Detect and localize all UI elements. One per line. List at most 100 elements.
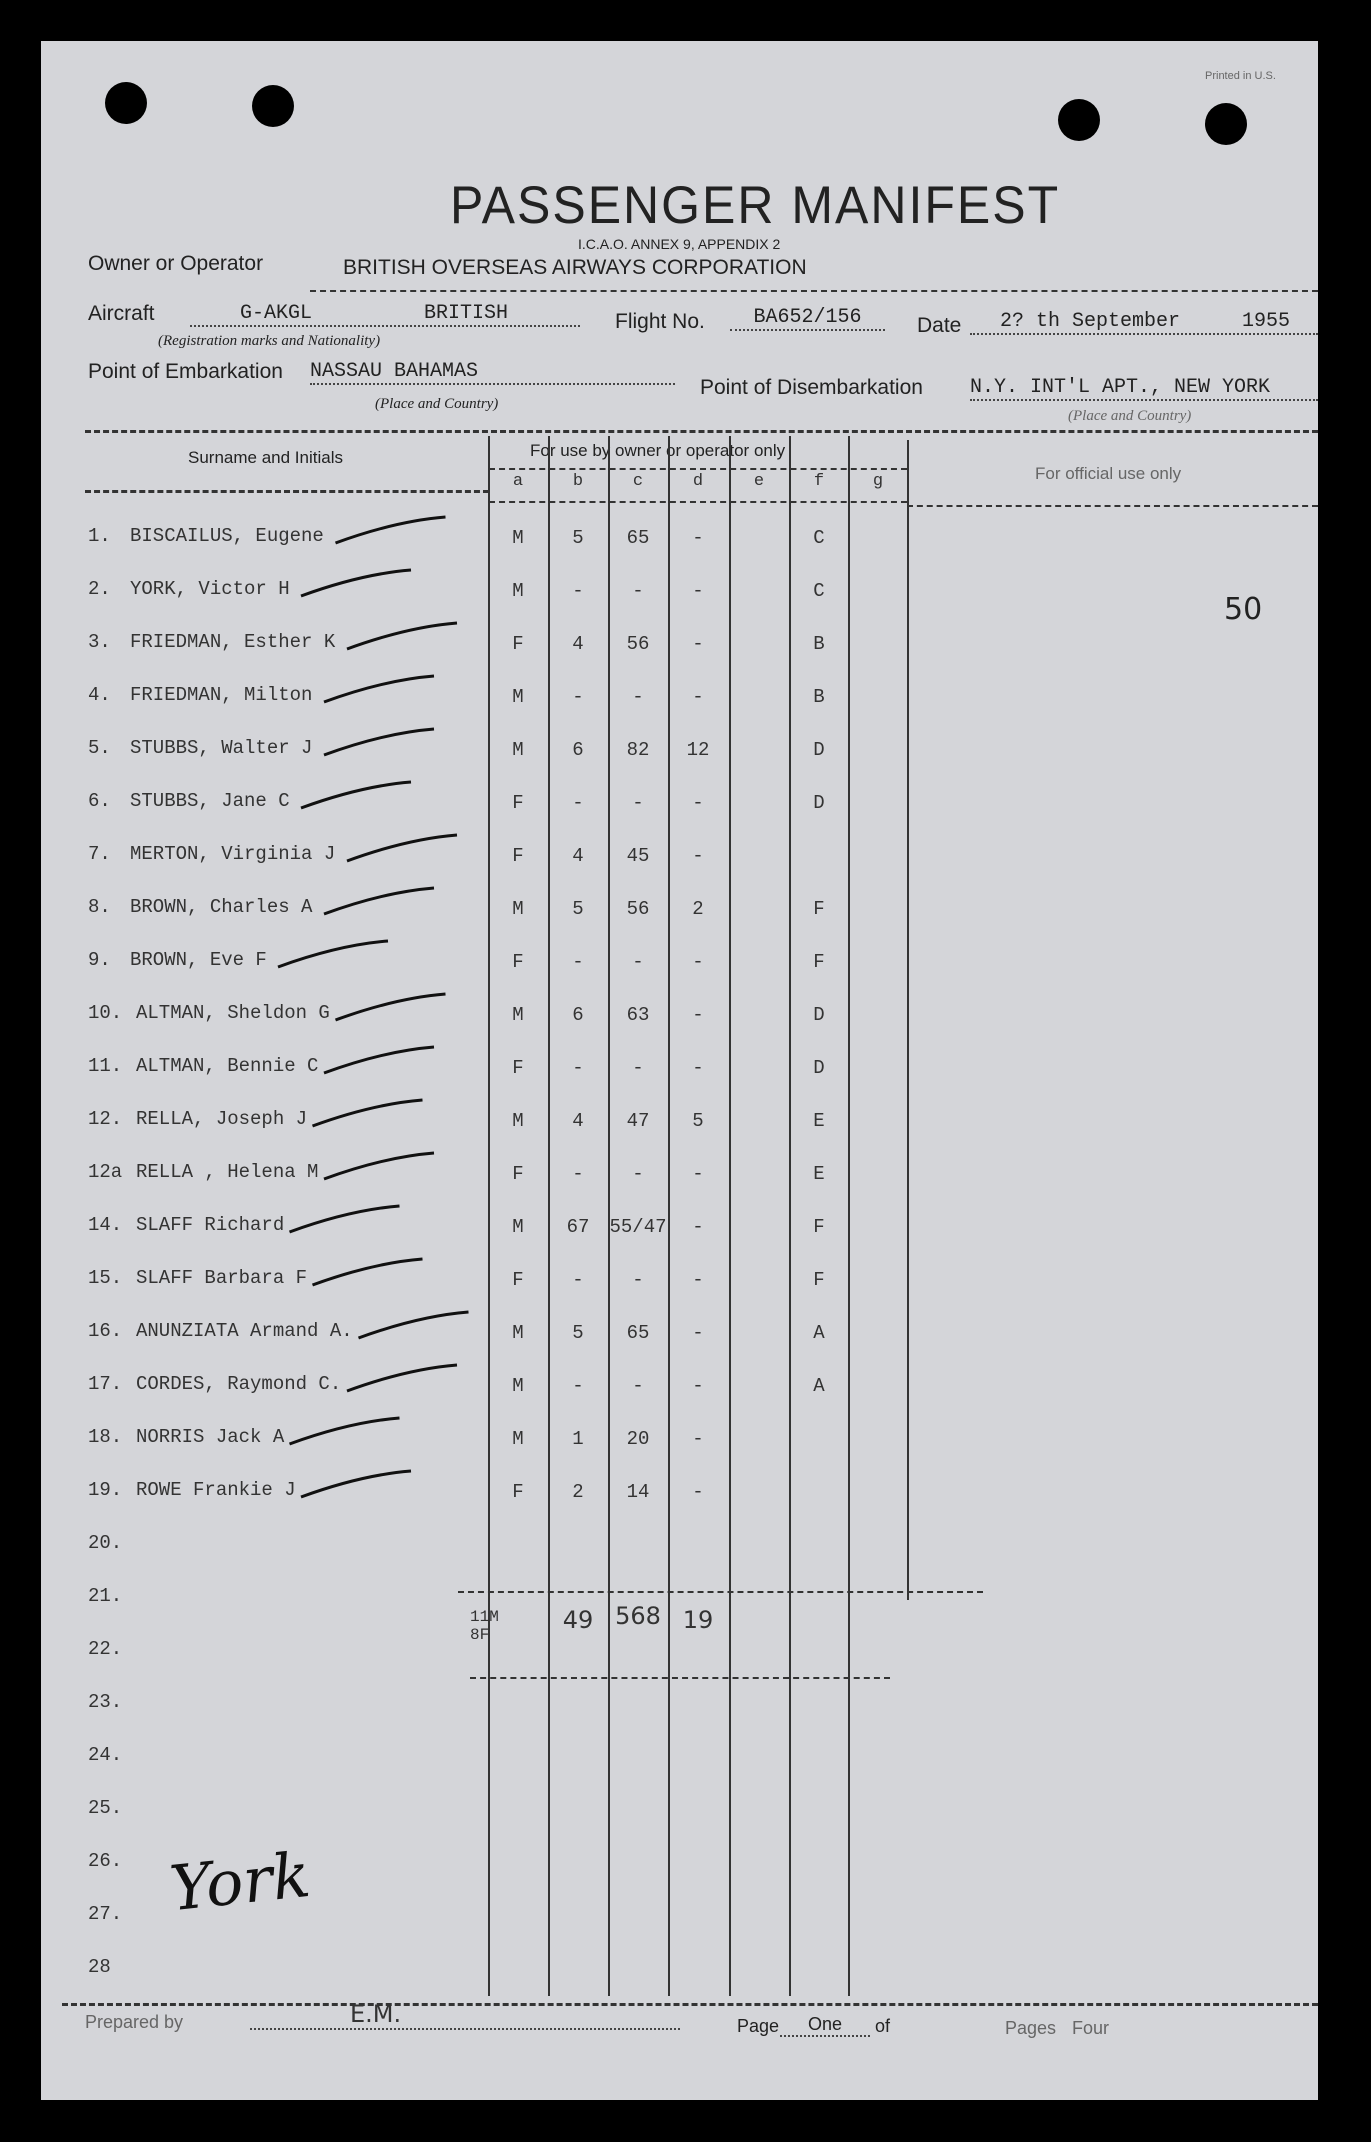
passenger-name: STUBBS, Walter J [130,737,313,759]
cell-d: - [692,951,704,973]
row-number: 10. [88,1002,123,1024]
column-header-a: a [512,472,524,491]
cell-d: - [692,1428,704,1450]
row-number: 19. [88,1479,123,1501]
row-number: 8. [88,896,111,918]
page-title: PASSENGER MANIFEST [450,175,1061,235]
column-rule [729,436,731,1996]
divider [85,490,489,493]
cell-a: F [512,792,524,814]
cell-b: 6 [572,739,584,761]
cell-c: - [632,580,644,602]
cell-c: 47 [626,1110,650,1132]
row-number: 12a [88,1161,123,1183]
cell-a: M [512,527,524,549]
cell-f: D [813,1057,825,1079]
name-column-header: Surname and Initials [188,448,343,467]
divider [907,505,1318,507]
pages-label: Pages [1005,2018,1057,2038]
row-number: 16. [88,1320,123,1342]
cell-f: F [813,1269,825,1291]
punch-hole [105,82,147,124]
punch-hole [252,85,294,127]
column-rule [548,436,550,1996]
row-number: 18. [88,1426,123,1448]
punch-hole [1058,99,1100,141]
row-number: 21. [88,1585,123,1607]
total-male: 11M [470,1608,499,1626]
passenger-name: YORK, Victor H [130,578,290,600]
row-number: 28 [88,1956,111,1978]
cell-c: 56 [626,898,650,920]
punch-hole [1205,103,1247,145]
column-header-b: b [572,472,584,491]
cell-b: 5 [572,1322,584,1344]
cell-d: - [692,845,704,867]
cell-b: - [572,580,584,602]
disembarkation-value: N.Y. INT'L APT., NEW YORK [970,376,1318,401]
cell-b: - [572,686,584,708]
passenger-name: MERTON, Virginia J [130,843,336,865]
cell-c: - [632,1375,644,1397]
cell-a: M [512,1110,524,1132]
row-number: 6. [88,790,111,812]
cell-b: - [572,1269,584,1291]
cell-b: - [572,1163,584,1185]
cell-f: F [813,898,825,920]
divider [310,290,1318,292]
official-column-header: For official use only [1035,464,1182,483]
divider [489,501,907,503]
embarkation-value: NASSAU BAHAMAS [310,360,675,385]
total-d: 19 [682,1606,714,1634]
date-value: 2? th September [1000,310,1181,333]
passenger-name: RELLA , Helena M [136,1161,319,1183]
page-value: One [780,2014,870,2037]
cell-c: - [632,792,644,814]
cell-c: - [632,1163,644,1185]
cell-d: - [692,686,704,708]
cell-c: 20 [626,1428,650,1450]
cell-c: 63 [626,1004,650,1026]
cell-c: - [632,951,644,973]
passenger-name: ANUNZIATA Armand A. [136,1320,353,1342]
aircraft-field: G-AKGL BRITISH [190,302,580,327]
cell-d: 12 [686,739,710,761]
cell-d: - [692,633,704,655]
cell-f: B [813,686,825,708]
cell-a: F [512,1481,524,1503]
cell-b: - [572,951,584,973]
row-number: 23. [88,1691,123,1713]
cell-a: F [512,845,524,867]
column-rule [488,436,490,1996]
cell-b: 4 [572,633,584,655]
cell-d: 5 [692,1110,704,1132]
column-rule [608,436,610,1996]
official-number: 50 [1224,592,1263,627]
cell-b: 4 [572,845,584,867]
prepared-by-value: E.M. [250,2000,680,2030]
passenger-name: RELLA, Joseph J [136,1108,308,1130]
cell-f: A [813,1375,825,1397]
cell-a: F [512,951,524,973]
of-label: of [875,2016,891,2036]
cell-a: M [512,1216,524,1238]
cell-f: D [813,1004,825,1026]
flight-label: Flight No. [615,310,705,333]
cell-c: 56 [626,633,650,655]
cell-f: C [813,580,825,602]
cell-c: 45 [626,845,650,867]
cell-a: M [512,1322,524,1344]
total-sex-count: 11M 8F [470,1608,499,1644]
cell-c: 65 [626,527,650,549]
owner-label: Owner or Operator [88,252,264,275]
cell-d: - [692,1322,704,1344]
cell-f: D [813,739,825,761]
column-rule [668,436,670,1996]
passenger-name: STUBBS, Jane C [130,790,290,812]
column-header-f: f [813,472,825,491]
passenger-name: ROWE Frankie J [136,1479,296,1501]
cell-f: E [813,1110,825,1132]
total-female: 8F [470,1626,490,1644]
column-rule [907,440,909,1600]
cell-b: - [572,1057,584,1079]
